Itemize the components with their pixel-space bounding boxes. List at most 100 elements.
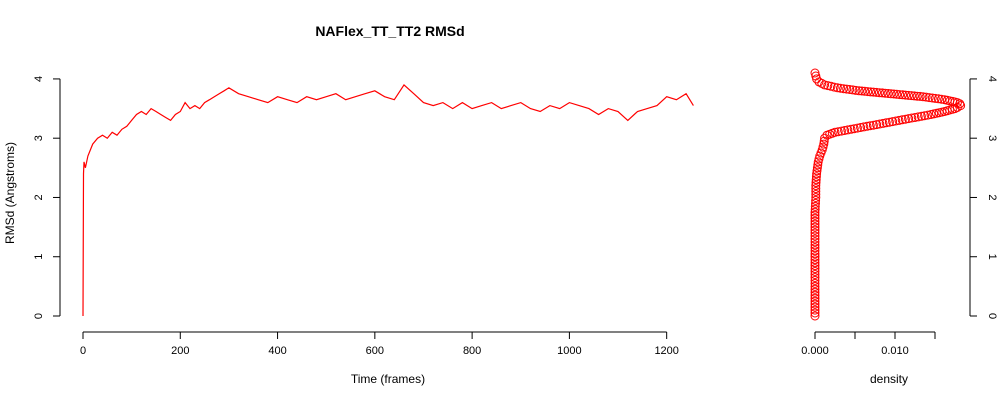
x-tick-label: 0 — [80, 345, 86, 357]
density-point — [933, 94, 943, 104]
right-y-tick-label: 0 — [986, 313, 998, 319]
density-point — [811, 184, 821, 194]
density-point — [833, 127, 843, 137]
density-point — [832, 83, 842, 93]
density-point — [811, 172, 821, 182]
density-point — [819, 136, 829, 146]
density-point — [823, 81, 833, 91]
density-point — [856, 123, 866, 132]
density-point — [810, 207, 820, 217]
right-y-tick-label: 3 — [986, 135, 998, 141]
density-point — [865, 121, 875, 131]
density-point — [878, 118, 888, 128]
density-point — [921, 92, 931, 102]
density-point — [915, 91, 925, 101]
density-point — [810, 234, 820, 244]
density-right-y-axis: 0 1 2 3 4 — [969, 76, 998, 319]
density-point — [811, 198, 820, 208]
density-point — [842, 84, 852, 94]
density-point — [886, 89, 896, 99]
density-point — [839, 84, 849, 94]
density-point — [854, 86, 864, 96]
density-point — [857, 86, 867, 96]
density-point — [810, 204, 820, 214]
x-tick-label: 1000 — [557, 345, 581, 357]
density-point — [810, 246, 820, 256]
density-point — [810, 201, 820, 211]
density-point — [811, 178, 821, 188]
density-point — [891, 116, 901, 126]
y-tick-label: 3 — [33, 135, 45, 141]
density-point — [916, 111, 926, 121]
density-point — [884, 117, 894, 127]
density-point — [843, 125, 853, 135]
rmsd-series-line-layer — [82, 83, 694, 317]
density-point — [895, 90, 905, 100]
density-point — [904, 114, 914, 124]
density-point — [810, 249, 820, 259]
density-point — [940, 95, 950, 105]
density-x-tick-label: 0.010 — [881, 345, 909, 357]
density-point — [918, 92, 928, 102]
density-axis-label: density — [870, 372, 908, 386]
density-point — [910, 113, 920, 122]
density-point — [810, 255, 820, 265]
y-tick-label: 2 — [33, 194, 45, 200]
density-point — [810, 311, 820, 321]
density-point — [869, 87, 878, 97]
x-axis-label: Time (frames) — [351, 372, 425, 386]
density-point — [810, 293, 820, 303]
density-point — [863, 87, 873, 97]
density-point — [826, 81, 836, 91]
right-y-tick-label: 1 — [986, 254, 998, 260]
density-point — [892, 89, 902, 99]
density-point — [883, 89, 893, 98]
right-y-tick-label: 4 — [986, 76, 998, 82]
density-point — [810, 216, 820, 226]
density-point — [810, 290, 820, 300]
density-point — [862, 121, 872, 131]
density-point — [924, 93, 934, 103]
density-point — [859, 122, 869, 132]
density-point — [868, 120, 878, 130]
density-point — [812, 169, 822, 179]
density-point — [909, 91, 919, 101]
time-series-panel: 0 200 400 600 800 1000 1200 0 1 2 3 4 Time (frames… — [3, 76, 694, 386]
density-point — [810, 296, 820, 306]
density-x-axis: 0.000 0.010 — [801, 331, 936, 357]
density-point — [810, 302, 820, 312]
density-point — [810, 213, 820, 223]
density-point — [810, 281, 820, 291]
density-point — [811, 195, 821, 205]
density-point — [889, 89, 899, 99]
density-point — [904, 90, 913, 100]
density-point — [811, 175, 821, 185]
density-point — [811, 187, 821, 196]
density-point — [866, 87, 876, 97]
density-point — [913, 112, 923, 122]
density-point — [830, 127, 840, 137]
rmsd-series-line — [82, 83, 694, 317]
density-point — [811, 193, 821, 202]
density-point — [813, 160, 823, 170]
density-point — [810, 219, 820, 229]
density-point — [920, 111, 930, 121]
chart-title: NAFlex_TT_TT2 RMSd — [315, 23, 464, 39]
density-point — [849, 124, 859, 134]
x-tick-label: 200 — [171, 345, 189, 357]
density-point — [836, 83, 845, 93]
density-point — [930, 93, 940, 103]
x-tick-label: 400 — [268, 345, 286, 357]
density-point — [810, 222, 820, 232]
density-point — [852, 123, 862, 133]
density-point — [927, 93, 937, 103]
y-tick-label: 0 — [33, 313, 45, 319]
density-point — [812, 163, 822, 173]
density-point — [810, 68, 820, 78]
density-panel: 0.000 0.010 0 1 2 3 4 density — [801, 68, 998, 386]
density-point — [810, 252, 820, 262]
density-point — [912, 91, 922, 101]
density-point — [810, 231, 820, 241]
density-point — [811, 190, 821, 199]
density-point — [829, 82, 839, 92]
